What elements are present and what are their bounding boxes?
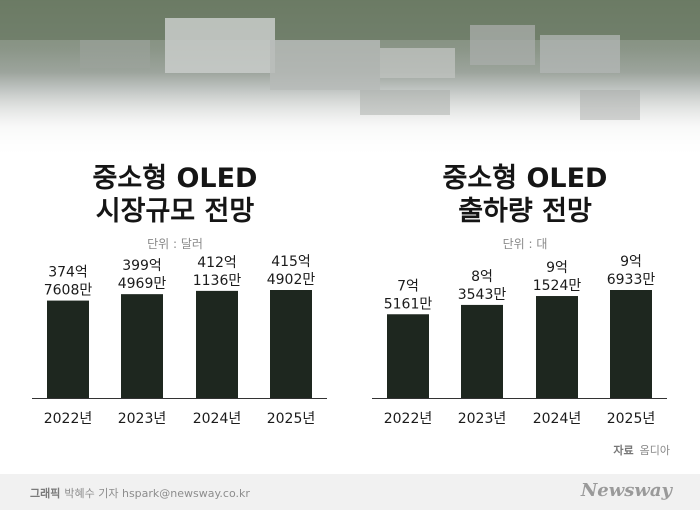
value-label-line1: 8억: [471, 269, 493, 285]
bar: [387, 314, 429, 398]
value-label-line1: 374억: [48, 265, 88, 281]
value-label-line1: 412억: [197, 255, 237, 271]
value-label-line2: 4969만: [118, 276, 167, 292]
value-label-line2: 1524만: [533, 278, 582, 294]
chart-title-line2: 시장규모 전망: [95, 196, 255, 227]
source-name: 옴디아: [639, 444, 670, 457]
bar: [47, 300, 89, 398]
value-label-line2: 7608만: [44, 283, 93, 299]
x-tick-label: 2024년: [533, 411, 582, 427]
chart-title-line1: 중소형 OLED: [92, 163, 258, 194]
bar: [461, 304, 503, 398]
x-tick-label: 2022년: [44, 411, 93, 427]
value-label-line2: 3543만: [458, 287, 507, 303]
unit-label: 단위 : 달러: [147, 237, 203, 251]
value-label-line1: 415억: [271, 254, 311, 270]
source-label: 자료: [613, 444, 634, 457]
shipment-panel: 중소형 OLED 출하량 전망 단위 : 대 7억 5161만 2022년 8억 354…: [350, 0, 700, 440]
value-label-line2: 6933만: [607, 272, 656, 288]
bar: [610, 290, 652, 398]
header-photo: [0, 0, 700, 160]
footer: 그래픽 박혜수 기자 hspark@newsway.co.kr Newsway: [0, 474, 700, 510]
credit-label: 그래픽: [30, 487, 61, 500]
value-label-line2: 1136만: [193, 273, 242, 289]
value-label-line1: 9억: [546, 260, 568, 276]
bar: [270, 290, 312, 398]
chart-title: 중소형 OLED 출하량 전망: [350, 162, 700, 228]
value-label-line1: 7억: [397, 278, 419, 294]
value-label-line2: 4902만: [267, 272, 316, 288]
shipment-bar-chart: 7억 5161만 2022년 8억 3543만 2023년 9억 1524만 2024년 9억 69…: [372, 254, 667, 427]
x-tick-label: 2024년: [193, 411, 242, 427]
x-tick-label: 2023년: [118, 411, 167, 427]
unit-label: 단위 : 대: [502, 237, 548, 251]
bar: [536, 296, 578, 398]
value-label-line2: 5161만: [384, 296, 433, 312]
newsway-logo: Newsway: [580, 480, 672, 501]
bar: [196, 290, 238, 398]
x-tick-label: 2025년: [607, 411, 656, 427]
market-size-bar-chart: 374억 7608만 2022년 399억 4969만 2023년 412억 1136만 202…: [32, 254, 327, 427]
factory-aerial-illustration: [0, 0, 700, 120]
credit-text: 박혜수 기자 hspark@newsway.co.kr: [64, 487, 250, 500]
value-label-line1: 9억: [620, 254, 642, 270]
chart-title-line1: 중소형 OLED: [442, 163, 608, 194]
chart-title: 중소형 OLED 시장규모 전망: [0, 162, 350, 228]
source-note: 자료 옴디아: [613, 442, 670, 458]
x-tick-label: 2023년: [458, 411, 507, 427]
x-tick-label: 2022년: [384, 411, 433, 427]
market-size-panel: 중소형 OLED 시장규모 전망 단위 : 달러 374억 7608만 2022년 3…: [0, 0, 350, 440]
graphic-credit: 그래픽 박혜수 기자 hspark@newsway.co.kr: [30, 485, 250, 501]
x-tick-label: 2025년: [267, 411, 316, 427]
value-label-line1: 399억: [122, 258, 162, 274]
bar: [121, 294, 163, 398]
chart-title-line2: 출하량 전망: [458, 196, 592, 227]
